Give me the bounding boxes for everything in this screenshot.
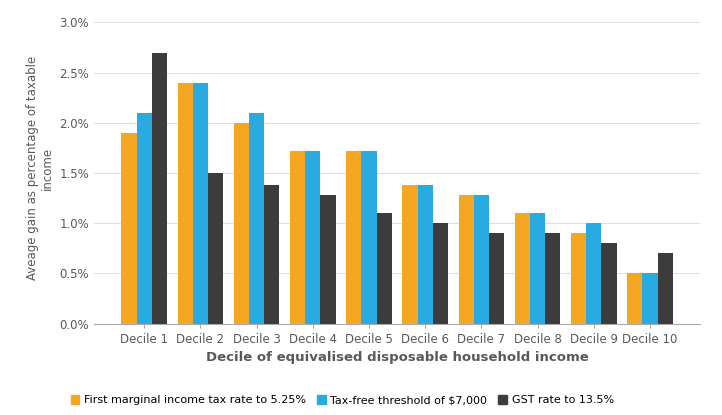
Bar <box>643 273 658 324</box>
Bar <box>249 113 264 324</box>
Bar <box>193 83 208 324</box>
Bar <box>347 151 362 324</box>
X-axis label: Decile of equivalised disposable household income: Decile of equivalised disposable househo… <box>206 351 588 364</box>
Bar <box>515 213 530 324</box>
Bar <box>627 273 643 324</box>
Bar <box>321 195 336 324</box>
Bar <box>417 185 432 324</box>
Bar <box>377 213 392 324</box>
Bar <box>305 151 321 324</box>
Bar <box>362 151 377 324</box>
Bar <box>290 151 305 324</box>
Bar <box>432 223 448 324</box>
Legend: First marginal income tax rate to 5.25%, Tax-free threshold of $7,000, GST rate : First marginal income tax rate to 5.25%,… <box>71 395 614 405</box>
Y-axis label: Aveage gain as percentage of taxable
income: Aveage gain as percentage of taxable inc… <box>26 56 53 280</box>
Bar <box>474 195 489 324</box>
Bar <box>208 173 223 324</box>
Bar <box>571 233 586 324</box>
Bar <box>489 233 504 324</box>
Bar <box>402 185 417 324</box>
Bar <box>136 113 152 324</box>
Bar <box>586 223 601 324</box>
Bar <box>121 133 136 324</box>
Bar <box>530 213 545 324</box>
Bar <box>458 195 474 324</box>
Bar <box>264 185 279 324</box>
Bar <box>178 83 193 324</box>
Bar <box>658 254 673 324</box>
Bar <box>601 243 617 324</box>
Bar <box>545 233 560 324</box>
Bar <box>152 53 167 324</box>
Bar <box>234 123 249 324</box>
